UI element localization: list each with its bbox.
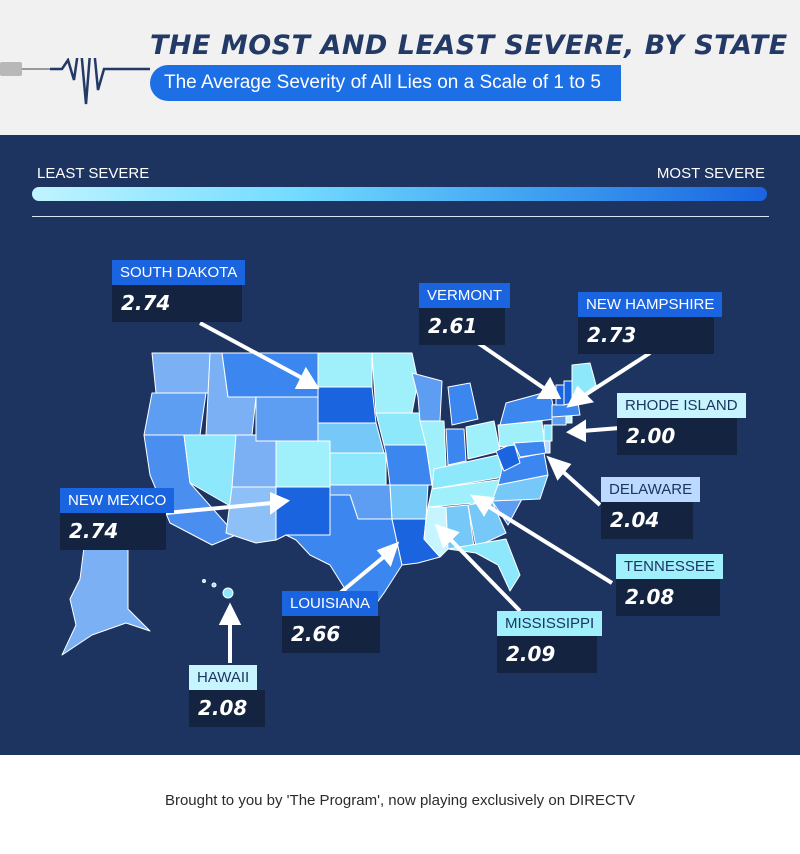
callout-new-mexico: NEW MEXICO 2.74	[60, 488, 175, 550]
arrow-south-dakota	[199, 321, 305, 381]
state-mo	[383, 444, 433, 486]
callout-value: 2.09	[497, 636, 597, 673]
state-wy	[255, 396, 319, 442]
callout-name: TENNESSEE	[616, 554, 723, 579]
state-mi	[447, 382, 479, 426]
callout-value: 2.66	[282, 616, 380, 653]
header-banner: THE MOST AND LEAST SEVERE, BY STATE The …	[0, 0, 800, 135]
arrow-rhode-island	[581, 426, 621, 433]
state-ar	[389, 484, 429, 520]
callout-name: MISSISSIPPI	[497, 611, 603, 636]
page-subtitle: The Average Severity of All Lies on a Sc…	[150, 65, 621, 101]
callout-louisiana: LOUISIANA 2.66	[282, 591, 380, 653]
state-or	[143, 392, 207, 436]
state-nj	[543, 424, 553, 442]
callout-hawaii: HAWAII 2.08	[189, 665, 265, 727]
heartbeat-plug-icon	[0, 58, 150, 105]
callout-value: 2.61	[419, 308, 505, 345]
callout-south-dakota: SOUTH DAKOTA 2.74	[112, 260, 246, 322]
state-ak	[61, 536, 151, 656]
arrow-new-mexico	[165, 501, 273, 515]
callout-name: NEW HAMPSHIRE	[578, 292, 723, 317]
state-az	[225, 486, 277, 544]
map-panel: LEAST SEVERE MOST SEVERE	[0, 135, 800, 755]
callout-name: DELAWARE	[601, 477, 701, 502]
callout-name: RHODE ISLAND	[617, 393, 746, 418]
state-oh	[465, 420, 501, 460]
state-ia	[375, 412, 427, 446]
callout-name: LOUISIANA	[282, 591, 379, 616]
state-in	[445, 428, 467, 466]
state-wa	[151, 352, 211, 394]
state-ut	[231, 434, 277, 488]
state-nm	[275, 486, 331, 541]
callout-value: 2.00	[617, 418, 737, 455]
callout-value: 2.08	[189, 690, 265, 727]
arrow-new-hampshire	[580, 351, 652, 399]
arrow-delaware	[558, 467, 602, 507]
state-fl	[447, 538, 521, 592]
callout-mississippi: MISSISSIPPI 2.09	[497, 611, 603, 673]
callout-delaware: DELAWARE 2.04	[601, 477, 701, 539]
callout-vermont: VERMONT 2.61	[419, 283, 510, 345]
state-hi	[222, 587, 234, 599]
state-sd	[317, 386, 377, 424]
callout-name: HAWAII	[189, 665, 258, 690]
callout-new-hampshire: NEW HAMPSHIRE 2.73	[578, 292, 723, 354]
arrow-tennessee	[484, 503, 614, 585]
callout-value: 2.08	[616, 579, 720, 616]
arrow-vermont	[476, 341, 550, 393]
legend-divider	[32, 216, 769, 217]
page-title: THE MOST AND LEAST SEVERE, BY STATE	[150, 30, 788, 61]
state-ks	[329, 452, 387, 486]
callout-value: 2.74	[60, 513, 166, 550]
callout-value: 2.73	[578, 317, 714, 354]
footer-credit: Brought to you by 'The Program', now pla…	[164, 792, 636, 809]
severity-gradient-bar	[32, 187, 767, 201]
callout-tennessee: TENNESSEE 2.08	[616, 554, 723, 616]
state-co	[275, 440, 331, 488]
callout-value: 2.74	[112, 285, 242, 322]
legend-low-label: LEAST SEVERE	[37, 165, 150, 182]
arrow-mississippi	[446, 535, 522, 613]
callout-rhode-island: RHODE ISLAND 2.00	[617, 393, 746, 455]
state-mn	[371, 352, 419, 414]
callout-name: VERMONT	[419, 283, 510, 308]
legend-high-label: MOST SEVERE	[656, 165, 765, 182]
state-nd	[317, 352, 373, 388]
callout-name: SOUTH DAKOTA	[112, 260, 246, 285]
arrow-louisiana	[338, 553, 388, 595]
us-choropleth-map	[61, 321, 652, 663]
callout-value: 2.04	[601, 502, 693, 539]
callout-name: NEW MEXICO	[60, 488, 175, 513]
